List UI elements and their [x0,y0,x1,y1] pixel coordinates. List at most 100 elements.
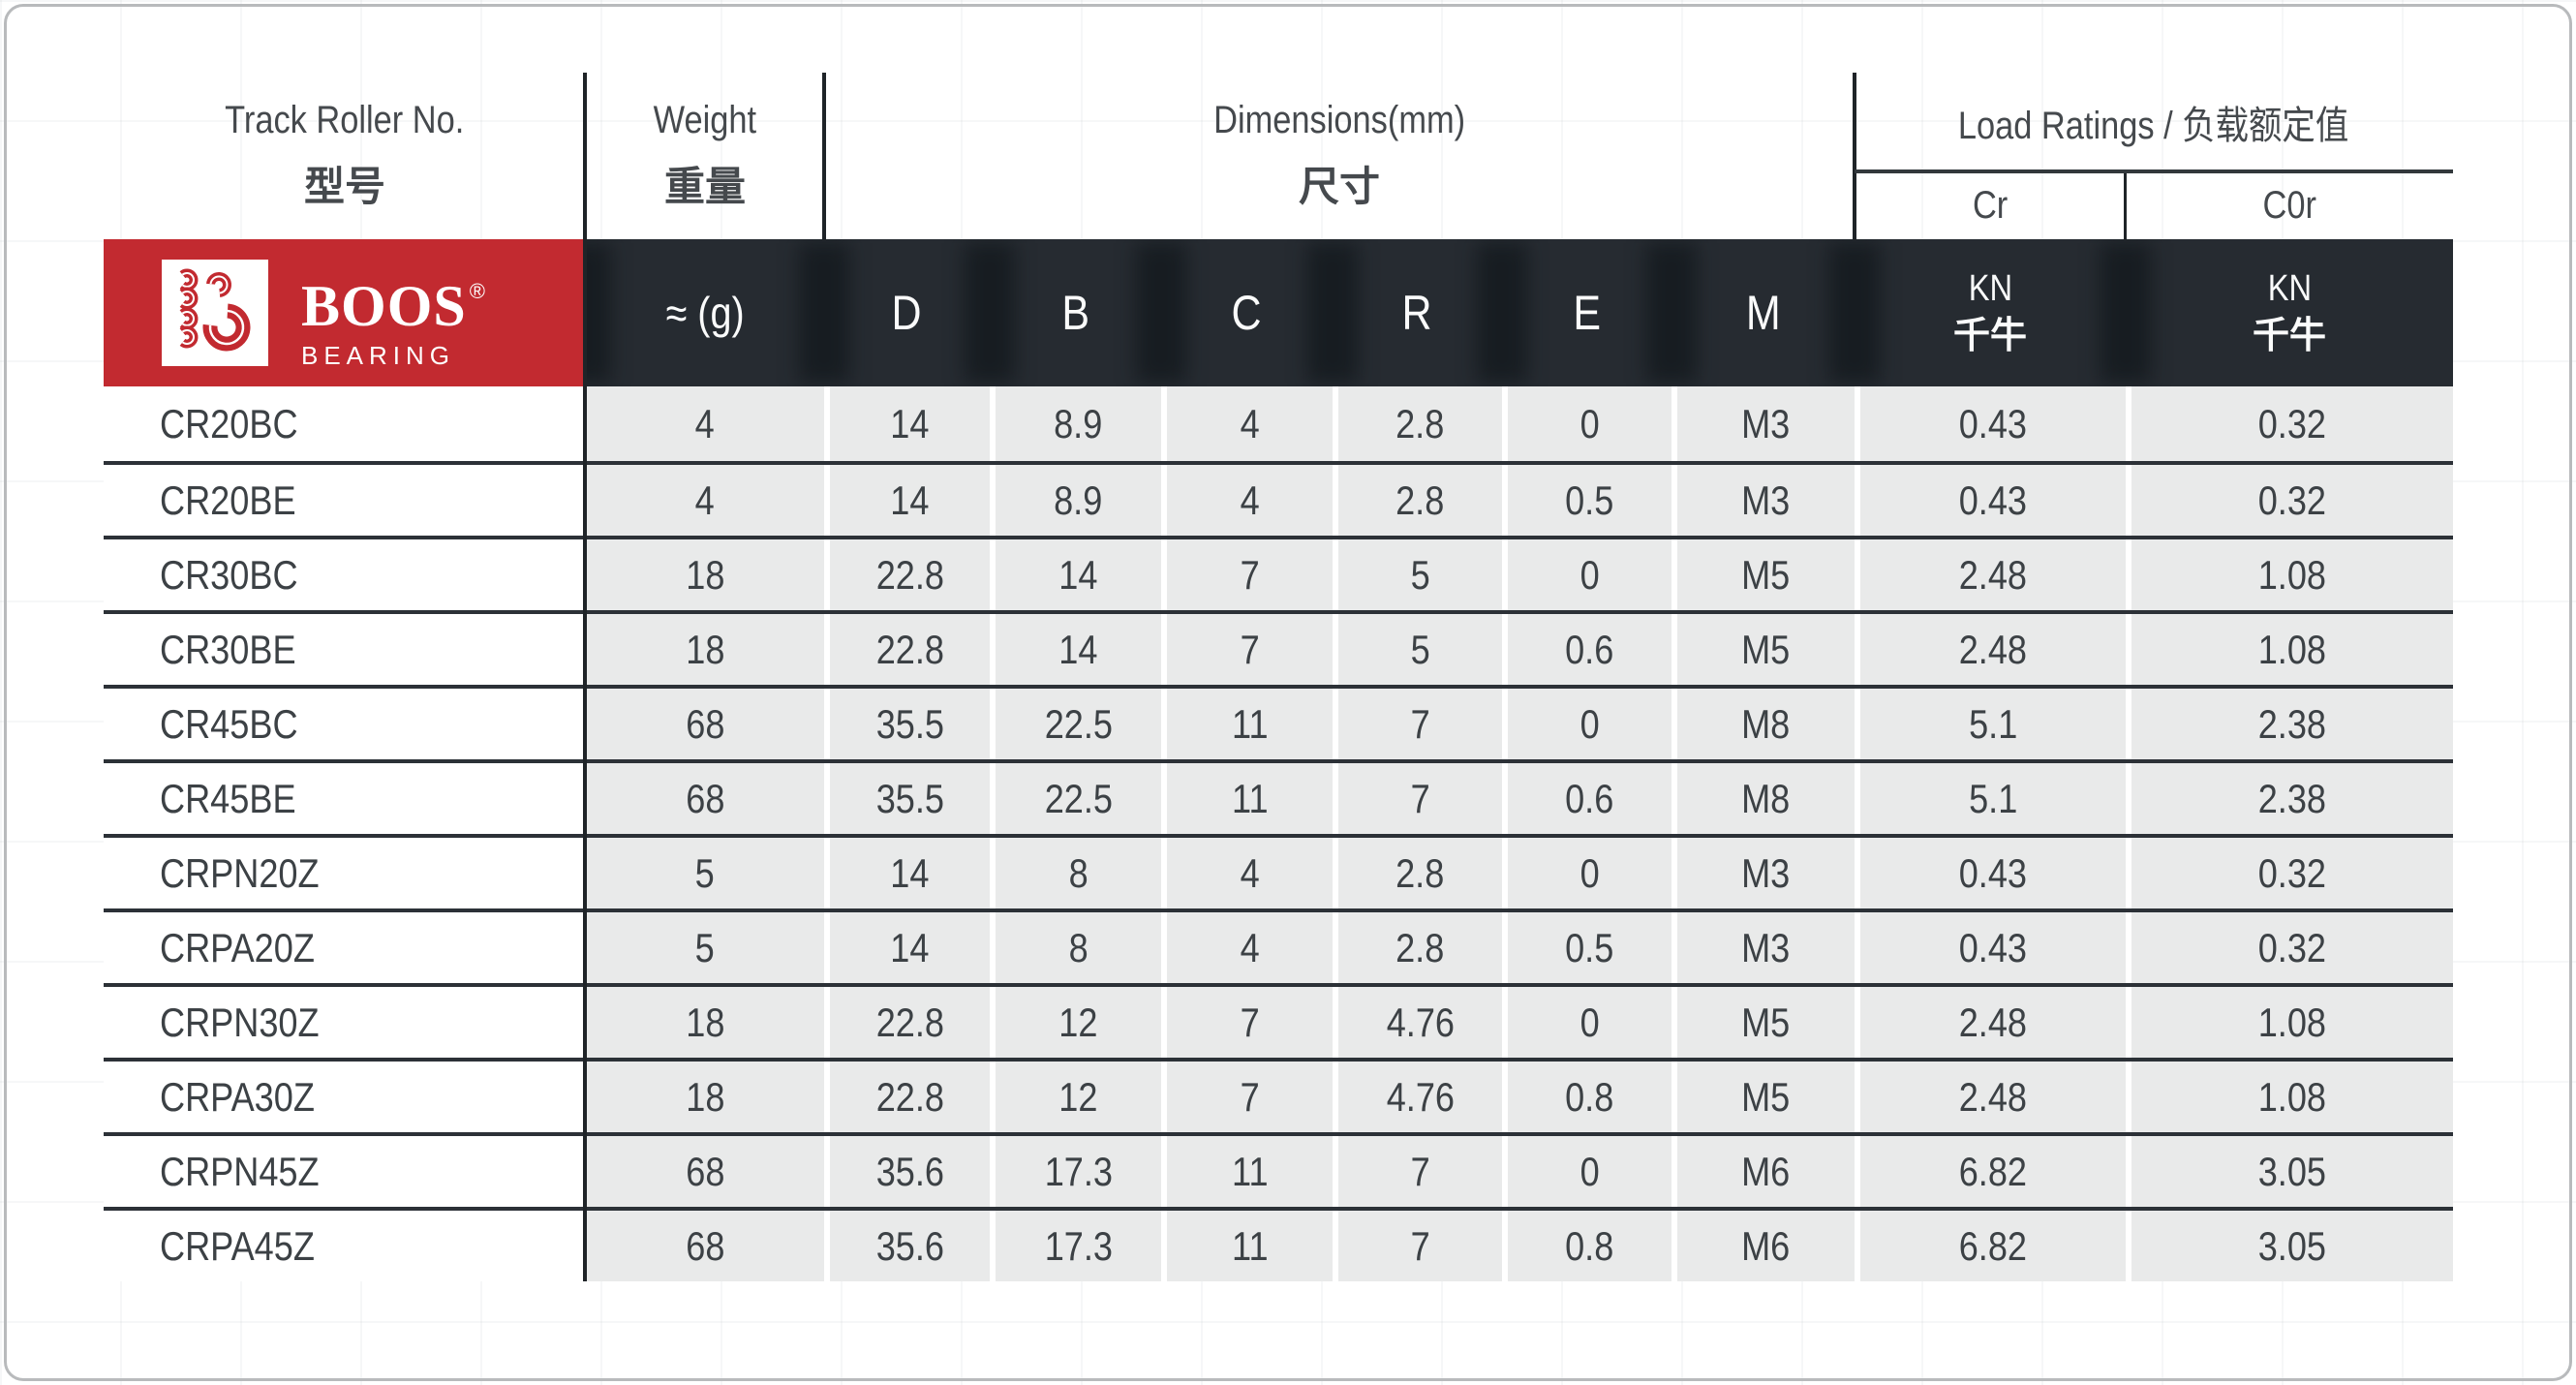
cell-r: 2.8 [1333,386,1502,461]
table-row: CRPA45Z 68 35.6 17.3 11 7 0.8 M6 6.82 3.… [104,1207,2453,1281]
unit-cr-kn: KN 千牛 [1855,239,2126,386]
cell-text: 68 [685,1222,725,1269]
cell-c: 7 [1161,1062,1333,1132]
cell-m: M3 [1671,465,1855,536]
cell-e: 0 [1502,1136,1671,1207]
load-ratings-underline [1855,169,2453,173]
spec-table: Track Roller No. 型号 Weight 重量 Dimensions… [104,73,2453,1281]
cell-text: 14 [1058,551,1098,598]
cell-d: 22.8 [824,987,990,1058]
table-row: CR30BC 18 22.8 14 7 5 0 M5 2.48 1.08 [104,536,2453,610]
cell-model: CR45BC [104,689,586,759]
cell-text: M3 [1741,477,1791,523]
cell-text: 18 [685,551,725,598]
cell-text: 4.76 [1386,1073,1455,1120]
cell-m: M8 [1671,763,1855,834]
table-row: CRPN20Z 5 14 8 4 2.8 0 M3 0.43 0.32 [104,834,2453,908]
cell-e: 0.8 [1502,1062,1671,1132]
cell-text: 11 [1231,775,1269,821]
cell-c0r: 1.08 [2126,1062,2453,1132]
cell-text: 2.38 [2257,775,2327,821]
cell-r: 5 [1333,539,1502,610]
cell-text: 11 [1231,1148,1269,1194]
cell-c0r: 1.08 [2126,614,2453,685]
cell-d: 14 [824,838,990,908]
unit-col-e: E [1502,239,1671,386]
cell-text: 2.8 [1395,400,1445,446]
cell-text: 14 [890,400,930,446]
cell-c: 11 [1161,763,1333,834]
brand-subtitle: BEARING [301,341,456,370]
cell-text: 11 [1231,700,1269,747]
cell-text: 35.5 [875,700,944,747]
cell-weight: 18 [586,539,824,610]
cell-m: M3 [1671,912,1855,983]
cell-text: 0 [1579,849,1600,896]
cell-text: M5 [1741,551,1791,598]
cell-weight: 68 [586,763,824,834]
cell-weight: 18 [586,614,824,685]
cell-text: 0.8 [1565,1073,1614,1120]
cell-e: 0.6 [1502,763,1671,834]
cell-text: 68 [685,700,725,747]
cell-c0r: 1.08 [2126,987,2453,1058]
cell-e: 0.5 [1502,912,1671,983]
cell-d: 22.8 [824,614,990,685]
cell-text: 0.43 [1958,400,2028,446]
cell-d: 14 [824,386,990,461]
column-stripe [1829,243,1880,383]
cell-model: CR20BE [104,465,586,536]
model-text: CR20BE [160,477,296,523]
cell-text: 35.5 [875,775,944,821]
cell-r: 4.76 [1333,987,1502,1058]
cell-text: M6 [1741,1222,1791,1269]
header-cr: Cr [1855,171,2126,239]
cell-text: 22.5 [1044,700,1113,747]
cell-text: 17.3 [1044,1222,1113,1269]
cell-d: 14 [824,912,990,983]
cell-text: M5 [1741,999,1791,1045]
cell-b: 22.5 [990,689,1161,759]
cell-text: 0.32 [2257,924,2327,970]
cell-text: 22.8 [875,1073,944,1120]
cell-text: 0.32 [2257,849,2327,896]
header-c0r-label: C0r [2262,183,2316,227]
cell-text: 5 [694,924,716,970]
cell-text: 5 [1410,626,1430,672]
cell-cr: 2.48 [1855,1062,2126,1132]
cell-r: 7 [1333,1211,1502,1281]
header-cr-label: Cr [1972,183,2009,227]
unit-col-b-label: B [1061,286,1089,340]
cell-text: 2.38 [2257,700,2327,747]
cell-c: 4 [1161,386,1333,461]
cell-text: M3 [1741,400,1791,446]
table-row: CR20BC 4 14 8.9 4 2.8 0 M3 0.43 0.32 [104,386,2453,461]
cell-c: 7 [1161,987,1333,1058]
cell-r: 5 [1333,614,1502,685]
brand-name-text: BOOS [301,274,467,338]
cell-text: 14 [890,849,930,896]
cell-weight: 68 [586,1211,824,1281]
cell-text: 0.5 [1565,924,1614,970]
cell-text: 22.8 [875,626,944,672]
column-stripe [1136,243,1186,383]
table-row: CRPA30Z 18 22.8 12 7 4.76 0.8 M5 2.48 1.… [104,1058,2453,1132]
cell-e: 0 [1502,689,1671,759]
table-header: Track Roller No. 型号 Weight 重量 Dimensions… [104,73,2453,239]
cell-m: M5 [1671,614,1855,685]
unit-col-r: R [1333,239,1502,386]
unit-col-e-label: E [1573,286,1601,340]
cell-text: 2.8 [1395,924,1445,970]
cell-text: M8 [1741,775,1791,821]
brand-wordmark: BOOS ® BEARING [301,262,582,371]
column-stripe [2101,243,2151,383]
cell-model: CR45BE [104,763,586,834]
cell-e: 0 [1502,838,1671,908]
unit-c0r-kn-en: KN [2267,268,2312,309]
cell-text: 1.08 [2257,626,2327,672]
cell-model: CRPA45Z [104,1211,586,1281]
cell-e: 0 [1502,987,1671,1058]
column-stripe [1646,243,1697,383]
cell-text: 0 [1579,700,1600,747]
cell-text: 7 [1240,626,1260,672]
